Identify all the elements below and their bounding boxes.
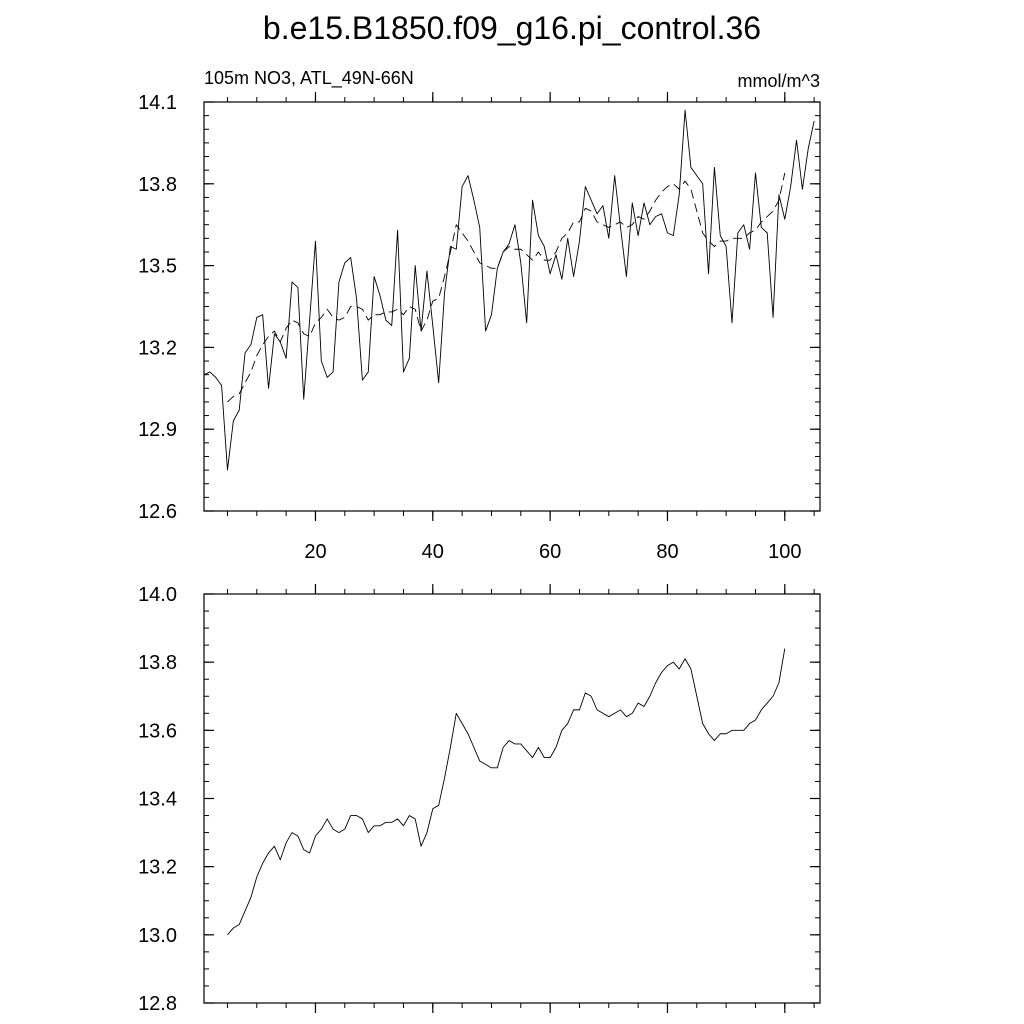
top-panel-series-solid-line (203, 109, 815, 471)
y-tick-label: 13.0 (138, 925, 177, 947)
y-tick-label: 13.5 (138, 256, 177, 278)
y-tick-label: 13.2 (138, 857, 177, 879)
bottom-panel-series-solid-line (227, 648, 786, 936)
y-tick-label: 13.8 (138, 652, 177, 674)
top-panel-units-label: mmol/m^3 (738, 71, 820, 91)
top-panel-left-label: 105m NO3, ATL_49N-66N (204, 68, 414, 89)
x-tick-label: 20 (304, 541, 326, 563)
top-panel-series-dashed-line (227, 172, 786, 403)
y-tick-label: 13.2 (138, 337, 177, 359)
y-tick-label: 12.9 (138, 419, 177, 441)
x-tick-label: 80 (656, 541, 678, 563)
bottom-panel-frame (203, 593, 821, 1004)
y-tick-label: 14.0 (138, 584, 177, 606)
y-tick-label: 13.4 (138, 789, 177, 811)
bottom-panel: 12.8 13.0 13.2 13.4 13.6 13.8 14.0 (138, 584, 821, 1015)
x-tick-label: 100 (768, 541, 801, 563)
y-tick-label: 12.6 (138, 501, 177, 523)
y-tick-label: 13.8 (138, 174, 177, 196)
top-panel: 105m NO3, ATL_49N-66N mmol/m^3 12.6 12.9 1… (138, 68, 821, 563)
y-tick-label: 12.8 (138, 993, 177, 1015)
y-tick-label: 14.1 (138, 92, 177, 114)
x-tick-label: 60 (539, 541, 561, 563)
figure-title: b.e15.B1850.f09_g16.pi_control.36 (263, 10, 761, 46)
x-tick-label: 40 (422, 541, 444, 563)
y-tick-label: 13.6 (138, 720, 177, 742)
top-panel-frame (203, 101, 821, 512)
